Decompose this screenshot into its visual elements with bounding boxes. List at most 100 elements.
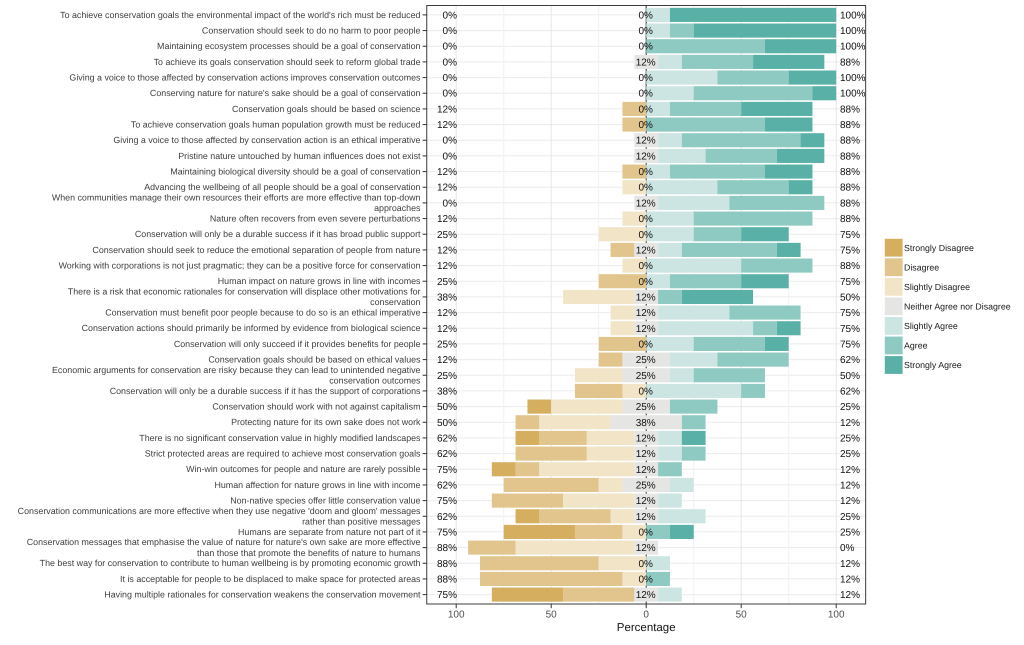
svg-text:0%: 0%	[443, 73, 458, 84]
svg-text:12%: 12%	[636, 512, 656, 523]
svg-text:When communities manage their: When communities manage their own resour…	[52, 193, 421, 203]
svg-text:To achieve its goals conservat: To achieve its goals conservation should…	[154, 57, 421, 67]
svg-text:12%: 12%	[636, 324, 656, 335]
svg-text:12%: 12%	[636, 136, 656, 147]
svg-text:Humans are separate from natur: Humans are separate from nature not part…	[238, 527, 421, 537]
svg-text:12%: 12%	[840, 465, 860, 476]
svg-text:38%: 38%	[636, 418, 656, 429]
svg-text:Human affection for nature gro: Human affection for nature grows in line…	[214, 480, 420, 490]
svg-text:Maintaining ecosystem processe: Maintaining ecosystem processes should b…	[157, 41, 421, 51]
svg-text:0%: 0%	[638, 42, 653, 53]
svg-text:12%: 12%	[437, 183, 457, 194]
svg-text:25%: 25%	[840, 402, 860, 413]
svg-text:Protecting nature for its own: Protecting nature for its own sake does …	[231, 417, 421, 427]
svg-text:Strongly Disagree: Strongly Disagree	[904, 243, 974, 253]
svg-text:12%: 12%	[636, 496, 656, 507]
svg-text:75%: 75%	[840, 324, 860, 335]
svg-text:88%: 88%	[840, 198, 860, 209]
svg-text:12%: 12%	[437, 308, 457, 319]
svg-text:To achieve conservation goals: To achieve conservation goals human popu…	[131, 119, 421, 129]
svg-text:12%: 12%	[840, 480, 860, 491]
svg-text:12%: 12%	[840, 590, 860, 601]
svg-text:0%: 0%	[638, 527, 653, 538]
svg-text:25%: 25%	[840, 512, 860, 523]
svg-text:12%: 12%	[636, 433, 656, 444]
svg-text:12%: 12%	[636, 292, 656, 303]
svg-text:0%: 0%	[638, 261, 653, 272]
svg-text:Conservation should work with: Conservation should work with not agains…	[212, 401, 420, 411]
svg-text:0%: 0%	[638, 104, 653, 115]
svg-text:Conservation must benefit poor: Conservation must benefit poor people be…	[105, 307, 420, 317]
svg-text:Giving a voice to those affect: Giving a voice to those affected by cons…	[113, 135, 420, 145]
svg-text:50: 50	[736, 609, 748, 620]
svg-text:Conservation will only be a du: Conservation will only be a durable succ…	[135, 229, 421, 239]
svg-text:0%: 0%	[443, 89, 458, 100]
svg-text:There is a risk that economic: There is a risk that economic rationales…	[68, 287, 421, 297]
svg-text:Pristine nature untouched by h: Pristine nature untouched by human influ…	[178, 151, 421, 161]
svg-text:12%: 12%	[437, 261, 457, 272]
svg-text:75%: 75%	[840, 230, 860, 241]
svg-text:25%: 25%	[437, 339, 457, 350]
svg-text:Disagree: Disagree	[904, 262, 939, 272]
svg-text:Strongly Agree: Strongly Agree	[904, 360, 962, 370]
svg-text:12%: 12%	[636, 465, 656, 476]
svg-text:50%: 50%	[840, 292, 860, 303]
svg-text:75%: 75%	[840, 308, 860, 319]
svg-text:12%: 12%	[437, 245, 457, 256]
svg-text:0%: 0%	[638, 339, 653, 350]
svg-text:0%: 0%	[443, 42, 458, 53]
svg-text:Percentage: Percentage	[617, 622, 676, 634]
svg-text:12%: 12%	[437, 104, 457, 115]
svg-text:0%: 0%	[638, 167, 653, 178]
svg-text:Conservation should seek to re: Conservation should seek to reduce the e…	[92, 245, 420, 255]
svg-text:50%: 50%	[437, 402, 457, 413]
svg-text:75%: 75%	[840, 339, 860, 350]
svg-text:0%: 0%	[638, 89, 653, 100]
svg-text:75%: 75%	[437, 527, 457, 538]
svg-text:75%: 75%	[840, 245, 860, 256]
svg-text:75%: 75%	[840, 277, 860, 288]
svg-text:25%: 25%	[636, 480, 656, 491]
svg-text:0%: 0%	[638, 214, 653, 225]
svg-text:Neither Agree nor Disagree: Neither Agree nor Disagree	[904, 302, 1011, 312]
svg-text:25%: 25%	[437, 277, 457, 288]
svg-text:0%: 0%	[638, 559, 653, 570]
svg-text:12%: 12%	[636, 198, 656, 209]
svg-text:25%: 25%	[840, 433, 860, 444]
svg-text:0%: 0%	[840, 543, 855, 554]
svg-text:0%: 0%	[638, 230, 653, 241]
svg-text:Conserving nature for nature's: Conserving nature for nature's sake shou…	[150, 88, 421, 98]
svg-text:88%: 88%	[840, 167, 860, 178]
svg-text:Slightly Agree: Slightly Agree	[904, 321, 958, 331]
svg-text:Strict protected areas are req: Strict protected areas are required to a…	[145, 448, 421, 458]
svg-text:0%: 0%	[638, 277, 653, 288]
svg-text:Conservation will only succeed: Conservation will only succeed if it pro…	[174, 339, 421, 349]
svg-text:12%: 12%	[636, 449, 656, 460]
svg-text:62%: 62%	[840, 386, 860, 397]
svg-text:Win-win outcomes for people an: Win-win outcomes for people and nature a…	[186, 464, 420, 474]
svg-text:0%: 0%	[443, 57, 458, 68]
svg-text:0%: 0%	[638, 26, 653, 37]
svg-text:Non-native species offer littl: Non-native species offer little conserva…	[230, 495, 420, 505]
svg-text:38%: 38%	[437, 386, 457, 397]
svg-text:0%: 0%	[443, 151, 458, 162]
svg-text:62%: 62%	[437, 512, 457, 523]
svg-text:100%: 100%	[840, 10, 866, 21]
svg-text:88%: 88%	[840, 104, 860, 115]
svg-text:62%: 62%	[437, 480, 457, 491]
svg-text:12%: 12%	[636, 245, 656, 256]
svg-text:Conservation goals should be b: Conservation goals should be based on sc…	[232, 104, 421, 114]
svg-text:88%: 88%	[840, 120, 860, 131]
svg-text:100%: 100%	[840, 89, 866, 100]
svg-text:25%: 25%	[636, 371, 656, 382]
svg-text:Conservation communications ar: Conservation communications are more eff…	[18, 506, 421, 516]
svg-text:50%: 50%	[840, 371, 860, 382]
svg-text:12%: 12%	[636, 57, 656, 68]
svg-text:12%: 12%	[437, 214, 457, 225]
svg-text:Working with corporations is n: Working with corporations is not just pr…	[59, 260, 421, 270]
svg-text:62%: 62%	[840, 355, 860, 366]
svg-text:To achieve conservation goals: To achieve conservation goals the enviro…	[60, 10, 420, 20]
svg-text:0%: 0%	[443, 10, 458, 21]
svg-text:Human impact on nature grows i: Human impact on nature grows in line wit…	[218, 276, 421, 286]
svg-text:12%: 12%	[437, 167, 457, 178]
